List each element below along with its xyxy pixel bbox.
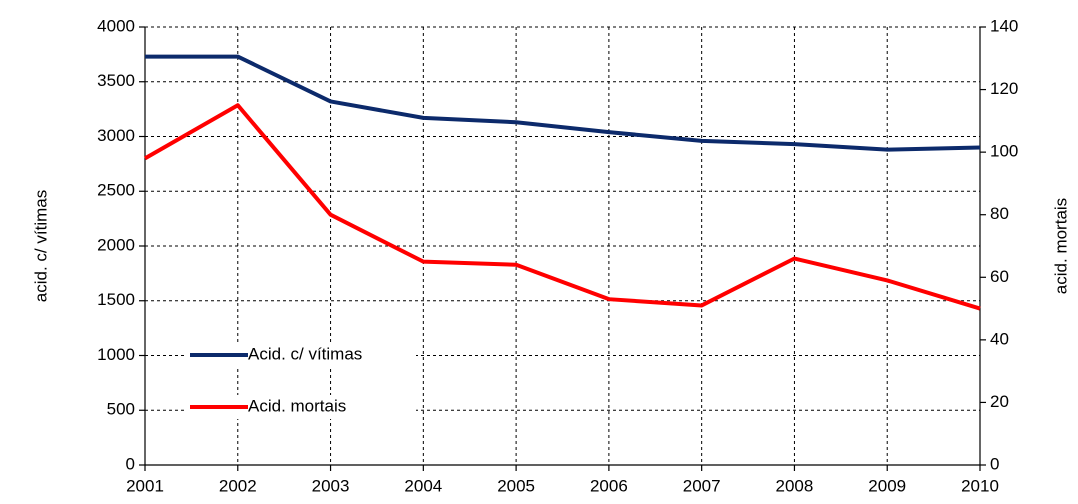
y2-tick-label: 60 (990, 267, 1009, 286)
y-tick-label: 0 (126, 454, 135, 473)
x-tick-label: 2008 (776, 476, 814, 495)
y2-tick-label: 0 (990, 454, 999, 473)
x-tick-label: 2007 (683, 476, 721, 495)
x-tick-label: 2002 (219, 476, 257, 495)
x-tick-label: 2005 (497, 476, 535, 495)
y-tick-label: 500 (107, 400, 135, 419)
legend-label: Acid. mortais (248, 396, 346, 415)
y-tick-label: 3500 (97, 71, 135, 90)
series-line (144, 103, 981, 311)
y2-axis-label: acid. mortais (1051, 198, 1070, 294)
y2-tick-label: 40 (990, 329, 1009, 348)
y2-tick-label: 100 (990, 142, 1018, 161)
y2-tick-label: 140 (990, 16, 1018, 35)
y2-tick-label: 80 (990, 204, 1009, 223)
series-line (145, 54, 981, 152)
y2-tick-label: 20 (990, 392, 1009, 411)
y-tick-label: 1500 (97, 290, 135, 309)
x-tick-label: 2001 (126, 476, 164, 495)
x-tick-label: 2010 (961, 476, 999, 495)
x-tick-label: 2004 (404, 476, 442, 495)
y-tick-label: 2500 (97, 181, 135, 200)
y-tick-label: 2000 (97, 235, 135, 254)
y-axis-label: acid. c/ vítimas (31, 190, 50, 302)
y2-tick-label: 120 (990, 79, 1018, 98)
y-tick-label: 1000 (97, 345, 135, 364)
legend-label: Acid. c/ vítimas (248, 344, 362, 363)
x-tick-label: 2006 (590, 476, 628, 495)
y-tick-label: 3000 (97, 126, 135, 145)
y-tick-label: 4000 (97, 16, 135, 35)
x-tick-label: 2009 (868, 476, 906, 495)
x-tick-label: 2003 (312, 476, 350, 495)
